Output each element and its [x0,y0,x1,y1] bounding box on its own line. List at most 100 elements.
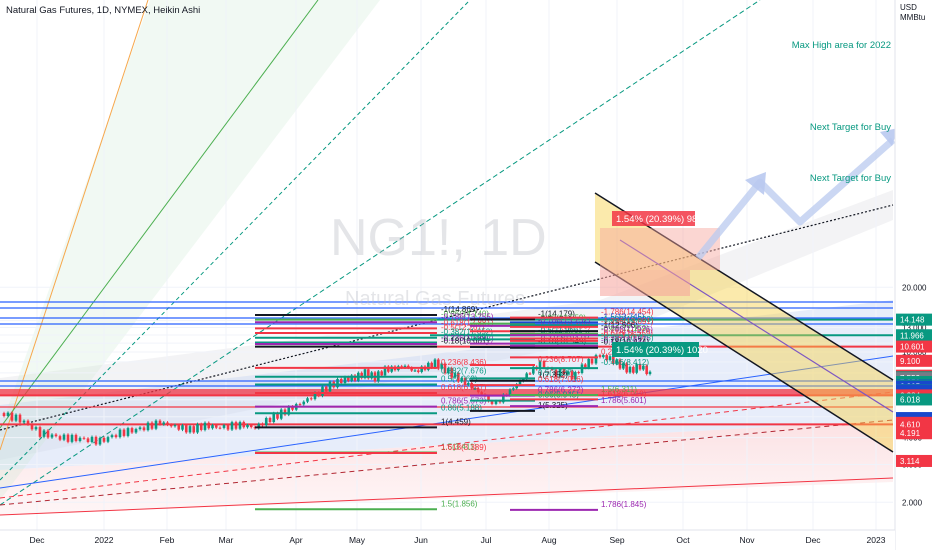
x-tick-label: Dec [805,535,821,545]
fib-level-label: -0.786(13.755) [441,312,494,321]
blue-trend [0,355,894,489]
fib-level-label: -0.86(12.159) [601,324,649,333]
time-axis[interactable]: Dec 2022 Feb Mar Apr May Jun Jul Aug Sep Oct Nov Dec… [0,529,895,550]
candle [276,413,279,419]
candle [417,370,420,372]
x-tick-label: Sep [609,535,624,545]
candle [437,359,440,369]
candle [58,436,62,440]
candle [427,362,430,370]
candle [203,422,207,430]
chart-title: Natural Gas Futures, 1D, NYMEX, Heikin A… [6,5,200,16]
fib-level-label: -0.236(10.892) [441,334,494,343]
price-label: 14.148 [900,316,925,325]
candle [512,388,515,390]
fib-level-label: 1.5(3.411) [441,442,477,451]
candle [618,359,622,369]
x-tick-label: 2023 [867,535,886,545]
candle [528,373,532,375]
candle [608,356,612,361]
candle [353,375,357,381]
candle [450,368,453,378]
forecast-path [695,137,896,261]
fib-level-label: 1.5(6.311) [601,385,637,394]
orange-fan-line [0,0,149,451]
candle [184,425,188,433]
candle [538,360,542,370]
fib-level-label: -0.786(13.232) [538,316,591,325]
candle [306,398,309,402]
price-label-box [896,427,932,440]
candle [615,359,618,364]
candle [166,422,169,425]
candle [173,425,177,427]
candle [628,366,632,373]
candle [138,427,142,430]
candle [18,414,22,423]
candle [554,369,558,377]
candle [407,365,410,368]
candle [234,422,238,429]
projection-box-red [600,228,720,270]
candle [214,425,218,428]
x-tick-label: Mar [219,535,234,545]
fib-level-label: 1.786(1.845) [601,500,647,509]
candle [238,421,242,429]
candle [78,437,82,441]
candle [192,426,196,433]
candle [642,365,645,370]
candle [162,422,166,425]
y-tick-label: 2.000 [902,498,923,507]
candle [480,392,483,395]
green-fan-line-1 [0,0,319,429]
candle [498,401,502,403]
red-dashed-trend-2 [0,419,894,506]
candle [309,398,313,400]
annotation-red-box [612,211,695,226]
x-tick-label: Apr [289,535,302,545]
price-label: 4.610 [900,420,921,429]
candle [82,437,86,439]
candle [14,414,18,421]
annotation-red: 1.54% (20.39%) 980 [616,214,703,225]
candles [2,353,652,446]
green-wedge-zone [0,0,380,500]
x-tick-label: Jul [481,535,492,545]
candle [430,362,433,368]
candle [218,427,222,429]
fib-level-label: 1(7.352) [538,371,568,380]
candle [390,366,393,372]
price-label-box [896,454,932,467]
price-label: 4.191 [900,429,921,438]
price-label-box [896,313,932,326]
candle [62,434,66,440]
candle [50,434,54,438]
candle [54,434,58,437]
fib-level-label: -1.786(14.454) [601,308,654,317]
fib-level-label: -0.382(11.652) [441,328,493,337]
fib-level-label: 0.382(7.676) [441,367,487,376]
candle [562,368,566,375]
candle [42,430,46,437]
fib-level-label: -1.382(13.323) [601,315,654,324]
candle [324,386,328,392]
candle [268,418,272,423]
candle [645,365,648,375]
candle [638,364,642,370]
candle [453,373,457,378]
candle [34,427,38,430]
fib-level-label: 1.618(6.019) [601,389,647,398]
annotation-green: 1.54% (20.39%) 1020 [616,345,708,356]
price-labels: 14.14811.96610.6019.1007.7647.6287.5597.… [896,313,932,467]
price-axis[interactable]: USD MMBtu 20.00014.00013.00012.00011.000… [894,0,932,550]
candle [570,371,574,380]
candle [380,371,383,376]
grid [0,0,893,530]
price-label-box [896,393,932,406]
candle [142,427,146,431]
red-trend [0,477,894,516]
candle [291,406,294,410]
candle [590,358,594,364]
